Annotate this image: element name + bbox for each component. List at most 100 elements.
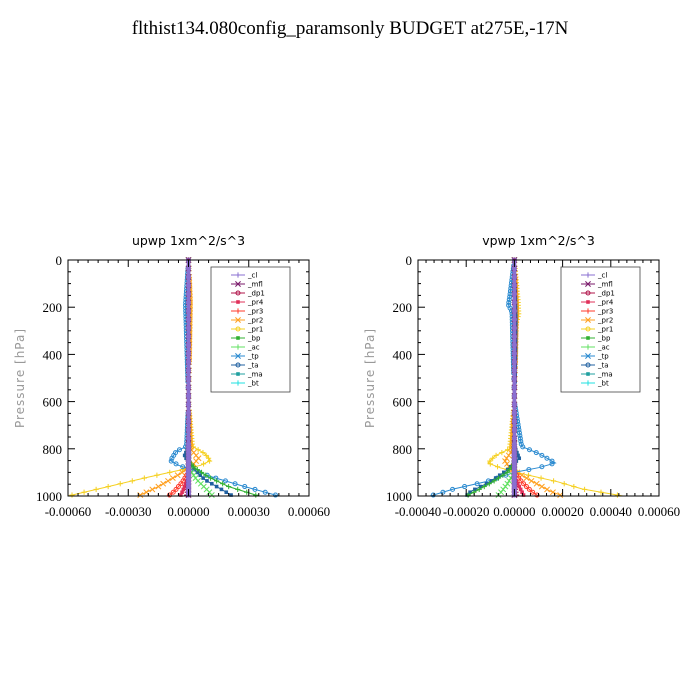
data-point <box>516 424 522 430</box>
data-point <box>143 489 150 496</box>
data-point <box>511 469 517 475</box>
data-point <box>186 333 191 339</box>
legend-label: _pr1 <box>247 326 263 334</box>
legend-marker <box>235 326 241 332</box>
x-tick-label: 0.00000 <box>167 504 209 519</box>
data-point <box>549 458 555 464</box>
legend-label: _pr1 <box>597 326 613 334</box>
data-point <box>186 472 191 478</box>
data-point <box>511 475 517 481</box>
legend-label: _dp1 <box>247 290 265 298</box>
data-point <box>186 291 191 297</box>
data-point <box>186 342 191 348</box>
data-point <box>186 455 191 461</box>
y-tick-label: 400 <box>43 347 63 362</box>
data-point <box>511 447 517 453</box>
data-point <box>186 464 191 470</box>
data-point <box>549 461 555 467</box>
y-tick-label: 600 <box>393 395 413 410</box>
data-point <box>511 342 517 348</box>
legend-marker <box>585 290 591 296</box>
legend-label: _ac <box>247 344 260 352</box>
legend-marker <box>236 336 240 340</box>
data-point <box>506 477 513 484</box>
data-point <box>511 441 517 447</box>
data-point <box>516 430 522 436</box>
y-axis-label: Pressure [hPa] <box>13 328 27 428</box>
data-point <box>511 458 517 464</box>
data-point <box>511 299 517 305</box>
data-point <box>186 316 191 322</box>
data-point <box>511 410 517 416</box>
data-point <box>511 444 517 450</box>
data-point <box>515 481 520 486</box>
data-point <box>544 486 551 493</box>
legend: _cl_mfl_dp1_pr4_pr3_pr2_pr1_bp_ac_tp_ta_… <box>560 266 641 393</box>
data-point <box>186 418 191 424</box>
data-point <box>557 492 564 499</box>
data-point <box>195 477 201 484</box>
data-point <box>521 493 526 497</box>
data-point <box>533 480 540 487</box>
data-point <box>252 486 258 492</box>
data-point <box>503 455 510 462</box>
data-point <box>523 484 529 490</box>
data-point <box>501 470 506 475</box>
data-point <box>511 461 517 467</box>
data-point <box>520 444 526 450</box>
data-point <box>511 452 517 458</box>
x-tick-label: -0.00030 <box>105 504 152 519</box>
data-point <box>474 481 480 487</box>
data-point <box>137 492 144 499</box>
data-point <box>511 450 517 456</box>
data-point <box>484 481 489 486</box>
data-point <box>186 308 191 314</box>
data-point <box>507 288 513 294</box>
data-point <box>208 492 215 499</box>
y-tick-label: 600 <box>43 395 63 410</box>
data-point <box>511 418 517 424</box>
legend-label: _pr2 <box>597 317 613 325</box>
data-point <box>521 481 527 487</box>
data-point <box>539 464 545 470</box>
data-point <box>511 308 517 314</box>
data-point <box>511 384 517 390</box>
y-tick-label: 800 <box>43 442 63 457</box>
data-point <box>186 401 191 407</box>
data-point <box>272 492 278 498</box>
x-tick-label: 0.00040 <box>590 504 632 519</box>
data-point <box>169 475 176 482</box>
data-point <box>511 376 517 382</box>
legend-label: _pr4 <box>597 299 614 307</box>
data-point <box>180 464 186 470</box>
data-point <box>468 490 472 495</box>
data-point <box>186 447 191 453</box>
data-point <box>186 410 191 416</box>
data-point <box>186 435 191 441</box>
legend-label: _dp1 <box>597 290 615 298</box>
data-point <box>511 350 517 356</box>
data-point <box>526 467 532 473</box>
data-point <box>544 455 550 461</box>
data-point <box>527 447 533 453</box>
chart-title: vpwp 1xm^2/s^3 <box>482 233 595 248</box>
data-point <box>168 458 174 464</box>
data-point <box>170 489 176 495</box>
data-point <box>197 480 204 487</box>
data-point <box>516 453 520 458</box>
data-point <box>186 393 191 399</box>
data-point <box>462 484 468 490</box>
y-tick-label: 0 <box>406 253 413 268</box>
plot-area <box>429 257 623 499</box>
data-point <box>222 478 228 484</box>
data-point <box>511 291 517 297</box>
data-point <box>195 470 200 475</box>
legend-label: _tp <box>247 353 259 361</box>
legend-label: _bp <box>247 335 261 343</box>
data-point <box>186 450 191 456</box>
data-point <box>206 489 213 496</box>
data-point <box>528 477 535 484</box>
data-point <box>511 472 517 478</box>
data-point <box>186 376 191 382</box>
data-point <box>182 484 187 489</box>
